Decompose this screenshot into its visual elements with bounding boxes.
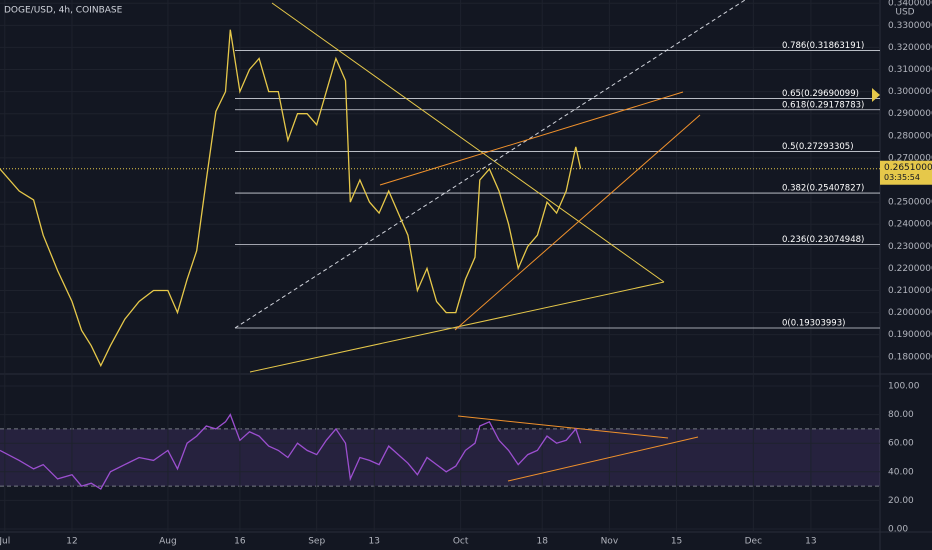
y-tick-label: 0.20000000 xyxy=(888,308,932,318)
y-tick-label: 0.19000000 xyxy=(888,330,932,340)
fib-label: 0.65(0.29690099) xyxy=(782,89,859,99)
y-tick-label: 0.28000000 xyxy=(888,131,932,141)
y-tick-label: 0.27000000 xyxy=(888,153,932,163)
rsi-tick-label: 100.00 xyxy=(888,382,920,392)
rsi-line xyxy=(0,413,582,490)
x-tick-label: Dec xyxy=(745,537,762,547)
last-price-box xyxy=(880,160,932,185)
y-tick-label: 0.22000000 xyxy=(888,264,932,274)
x-tick-label: Nov xyxy=(601,537,619,547)
fib-label: 0.236(0.23074948) xyxy=(782,235,864,245)
trend-line xyxy=(379,91,684,186)
currency: USD xyxy=(895,8,914,18)
fib-label: 0.618(0.29178783) xyxy=(782,100,864,110)
x-tick-label: 15 xyxy=(671,537,682,547)
rsi-tick-label: 60.00 xyxy=(888,439,914,449)
rsi-trend-line xyxy=(507,436,699,482)
rsi-band xyxy=(0,428,880,487)
y-tick-label: 0.23000000 xyxy=(888,242,932,252)
trend-line xyxy=(271,2,665,283)
y-tick-label: 0.21000000 xyxy=(888,286,932,296)
y-tick-label: 0.33000000 xyxy=(888,21,932,31)
x-tick-label: 12 xyxy=(66,537,77,547)
trend-line xyxy=(454,114,701,331)
rsi-tick-label: 0.00 xyxy=(888,525,908,535)
x-tick-label: Aug xyxy=(159,537,177,547)
price-line xyxy=(0,29,582,368)
y-tick-label: 0.25000000 xyxy=(888,198,932,208)
rsi-tick-label: 20.00 xyxy=(888,496,914,506)
rsi-trend-line xyxy=(457,415,669,439)
y-tick-label: 0.34000000 xyxy=(888,0,932,9)
symbol-title: DOGE/USD, 4h, COINBASE xyxy=(4,6,123,16)
alert-marker xyxy=(872,88,880,102)
y-tick-label: 0.18000000 xyxy=(888,352,932,362)
fib-label: 0(0.19303993) xyxy=(782,318,845,328)
fib-label: 0.5(0.27293305) xyxy=(782,142,854,152)
fib-label: 0.786(0.31863191) xyxy=(782,41,864,51)
x-tick-label: Jul xyxy=(0,537,10,547)
x-tick-label: Oct xyxy=(453,537,469,547)
fib-label: 0.382(0.25407827) xyxy=(782,184,864,194)
y-tick-label: 0.31000000 xyxy=(888,65,932,75)
x-tick-label: 13 xyxy=(805,537,816,547)
x-tick-label: 18 xyxy=(536,537,548,547)
y-tick-label: 0.24000000 xyxy=(888,220,932,230)
y-tick-label: 0.30000000 xyxy=(888,87,932,97)
countdown: 03:35:54 xyxy=(884,173,920,182)
x-tick-label: Sep xyxy=(308,537,325,547)
rsi-tick-label: 80.00 xyxy=(888,410,914,420)
x-tick-label: 13 xyxy=(369,537,380,547)
y-tick-label: 0.29000000 xyxy=(888,109,932,119)
trend-line xyxy=(234,0,746,329)
rsi-tick-label: 40.00 xyxy=(888,467,914,477)
y-tick-label: 0.32000000 xyxy=(888,43,932,53)
x-tick-label: 16 xyxy=(234,537,246,547)
trend-line xyxy=(249,281,665,373)
